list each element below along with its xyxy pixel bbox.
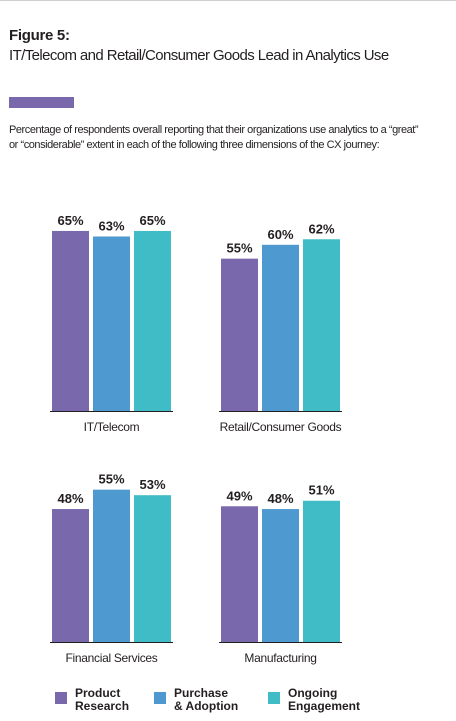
data-label: 55% — [226, 241, 252, 256]
bar-product-research — [221, 258, 258, 411]
legend-label: Product Research — [75, 686, 130, 713]
legend-label: Ongoing Engagement — [288, 686, 361, 713]
legend-swatch — [154, 692, 166, 704]
bar-purchase-adoption — [262, 244, 299, 411]
bar-ongoing-engagement — [303, 239, 340, 411]
chart-financial-services: 48% 55% 53% Financial Services — [50, 472, 173, 665]
top-rule — [0, 0, 456, 1]
data-label: 48% — [57, 491, 83, 506]
data-label: 49% — [226, 488, 252, 503]
figure-label: Figure 5: — [9, 27, 70, 44]
figure-subtitle: Percentage of respondents overall report… — [9, 124, 419, 151]
figure-title: IT/Telecom and Retail/Consumer Goods Lea… — [9, 47, 389, 64]
bar-purchase-adoption — [93, 236, 130, 411]
data-label: 51% — [308, 483, 334, 498]
bar-product-research — [221, 506, 258, 642]
chart-category-label: Manufacturing — [244, 651, 316, 665]
data-label: 55% — [98, 472, 124, 487]
chart-retail-consumer-goods: 55% 60% 62% Retail/Consumer Goods — [219, 221, 342, 434]
chart-category-label: IT/Telecom — [84, 420, 140, 434]
data-label: 63% — [98, 218, 124, 233]
bar-ongoing-engagement — [134, 495, 171, 642]
data-label: 48% — [267, 491, 293, 506]
data-label: 65% — [139, 213, 165, 228]
bar-purchase-adoption — [93, 489, 130, 642]
chart-category-label: Financial Services — [66, 651, 158, 665]
data-label: 60% — [267, 227, 293, 242]
legend-item-ongoing-engagement: Ongoing Engagement — [268, 687, 360, 713]
bar-ongoing-engagement — [303, 500, 340, 642]
data-label: 53% — [139, 477, 165, 492]
chart-category-label: Retail/Consumer Goods — [220, 420, 342, 434]
chart-manufacturing: 49% 48% 51% Manufacturing — [219, 483, 342, 665]
legend-item-purchase-adoption: Purchase & Adoption — [154, 687, 238, 713]
legend-swatch — [268, 692, 280, 704]
bar-purchase-adoption — [262, 509, 299, 642]
legend-label: Purchase & Adoption — [174, 686, 239, 713]
bar-ongoing-engagement — [134, 230, 171, 411]
data-label: 62% — [308, 221, 334, 236]
chart-it-telecom: 65% 63% 65% IT/Telecom — [50, 213, 173, 434]
title-accent-bar — [9, 97, 74, 108]
bar-product-research — [52, 509, 89, 642]
bar-product-research — [52, 230, 89, 411]
legend-item-product-research: Product Research — [55, 687, 129, 713]
data-label: 65% — [57, 213, 83, 228]
legend-swatch — [55, 692, 67, 704]
